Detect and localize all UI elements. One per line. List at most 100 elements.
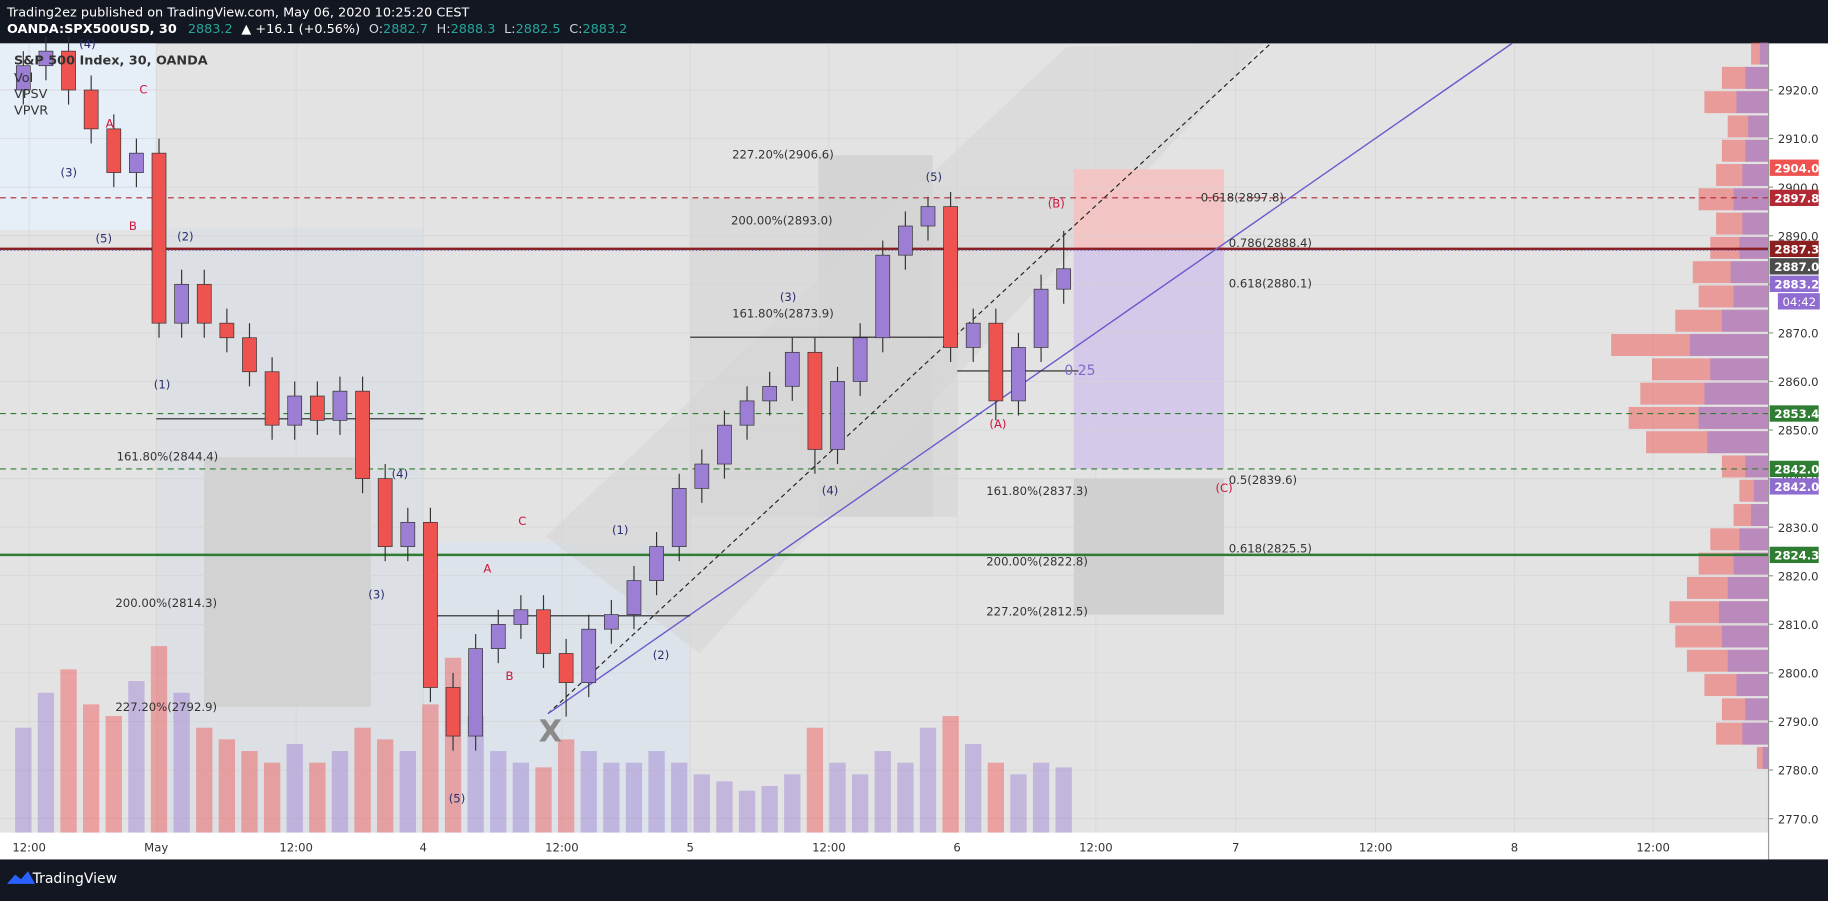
wave-label: (3) [61, 165, 78, 179]
countdown: 04:42 [1783, 295, 1817, 309]
profile-row-up [1745, 455, 1769, 478]
ohlc-value: 2882.5 [516, 22, 561, 37]
volume-bar [128, 681, 145, 833]
candle-body [106, 128, 122, 173]
candle-body [513, 609, 529, 625]
volume-bar [218, 739, 236, 833]
candle-body [400, 521, 416, 547]
y-tick-label: 2780.0 [1778, 764, 1819, 778]
fib-label: 200.00%(2822.8) [986, 555, 1088, 569]
wave-label: C [518, 514, 526, 528]
profile-row-up [1742, 212, 1769, 235]
candle-body [196, 283, 212, 324]
volume-bar [331, 751, 349, 833]
volume-bar [603, 762, 620, 833]
x-tick-label: 7 [1232, 840, 1239, 854]
volume-bar [83, 704, 100, 833]
fib-label: 0.25 [1064, 363, 1095, 379]
level-box [1769, 258, 1819, 275]
fib-label: 0.618(2825.5) [1229, 542, 1312, 556]
candle-body [988, 322, 1004, 402]
wave-label: (1) [154, 377, 170, 391]
volume-bar [1010, 774, 1027, 833]
wave-label: A [106, 116, 114, 130]
ohlc-key: O: [369, 22, 383, 37]
ohlc-value: 2882.7 [383, 22, 428, 37]
profile-row-up [1704, 382, 1769, 405]
volume-bar [580, 751, 597, 833]
volume-bar [987, 762, 1005, 833]
level-label: 2842.0 [1774, 463, 1819, 477]
y-tick-label: 2830.0 [1778, 521, 1819, 535]
volume-bar [60, 669, 77, 833]
candle-body [762, 385, 778, 402]
profile-row-up [1733, 188, 1769, 211]
wave-label: (B) [1048, 197, 1065, 211]
y-tick-label: 2890.0 [1778, 229, 1819, 243]
candle-body [626, 580, 642, 615]
candle-body [1033, 288, 1049, 348]
y-tick-label: 2820.0 [1778, 569, 1819, 583]
candle-body [558, 653, 574, 683]
indicator: VPVR [14, 103, 48, 118]
candle-body [671, 487, 687, 547]
fib-label: 0.786(2888.4) [1229, 236, 1312, 250]
volume-bar [241, 751, 258, 833]
candle-body [943, 206, 958, 348]
ohlc-key: L: [504, 22, 515, 37]
profile-row-up [1689, 334, 1769, 357]
zone [204, 457, 371, 707]
candle-body [83, 89, 99, 130]
volume-bar [648, 751, 665, 833]
fib-label: 200.00%(2893.0) [731, 214, 833, 228]
x-tick-label: 12:00 [12, 840, 46, 854]
volume-bar [784, 774, 801, 833]
volume-bar [196, 727, 213, 833]
fib-label: 161.80%(2873.9) [732, 306, 834, 320]
x-axis [0, 832, 1769, 860]
level-box [1769, 189, 1819, 207]
wave-label: C [139, 83, 147, 97]
profile-row-up [1745, 66, 1769, 89]
x-tick-label: 12:00 [1636, 840, 1670, 854]
x-tick-label: May [144, 840, 168, 854]
profile-row-up [1736, 674, 1769, 697]
volume-bar [874, 751, 891, 833]
volume-bar [286, 744, 303, 833]
candle-body [219, 322, 235, 339]
candle-body [151, 152, 167, 324]
wave-label: X [539, 715, 562, 750]
profile-row-up [1745, 139, 1769, 162]
volume-bar [851, 774, 869, 833]
wave-label: (5) [926, 170, 943, 184]
ohlc-value: 2888.3 [451, 22, 496, 37]
volume-bar [354, 727, 371, 833]
volume-bar [761, 786, 778, 833]
volume-bar [150, 646, 168, 833]
candle-body [423, 521, 438, 688]
volume-bar [919, 727, 937, 833]
candle-body [287, 395, 303, 426]
profile-row-up [1736, 91, 1769, 114]
profile-row-up [1733, 552, 1769, 575]
footer-brand: TradingView [32, 871, 117, 887]
x-tick-label: 12:00 [279, 840, 313, 854]
profile-row-up [1698, 406, 1769, 429]
x-tick-label: 12:00 [1359, 840, 1393, 854]
wave-label: (3) [368, 587, 385, 601]
volume-bar [263, 762, 281, 833]
trend-line [547, 42, 1513, 715]
candle-body [852, 337, 868, 382]
volume-bar [965, 744, 982, 833]
level-label: 2853.4 [1774, 407, 1819, 421]
level-box [1769, 159, 1819, 176]
risk-box [1073, 169, 1225, 249]
level-label: 2883.2 [1774, 277, 1819, 291]
candle-body [898, 225, 913, 256]
profile-row-up [1710, 358, 1769, 381]
candle-body [717, 424, 732, 465]
x-tick-label: 5 [686, 840, 693, 854]
level-label: 2824.3 [1774, 549, 1819, 563]
profile-row-up [1748, 115, 1769, 138]
wave-label: (5) [449, 791, 465, 805]
